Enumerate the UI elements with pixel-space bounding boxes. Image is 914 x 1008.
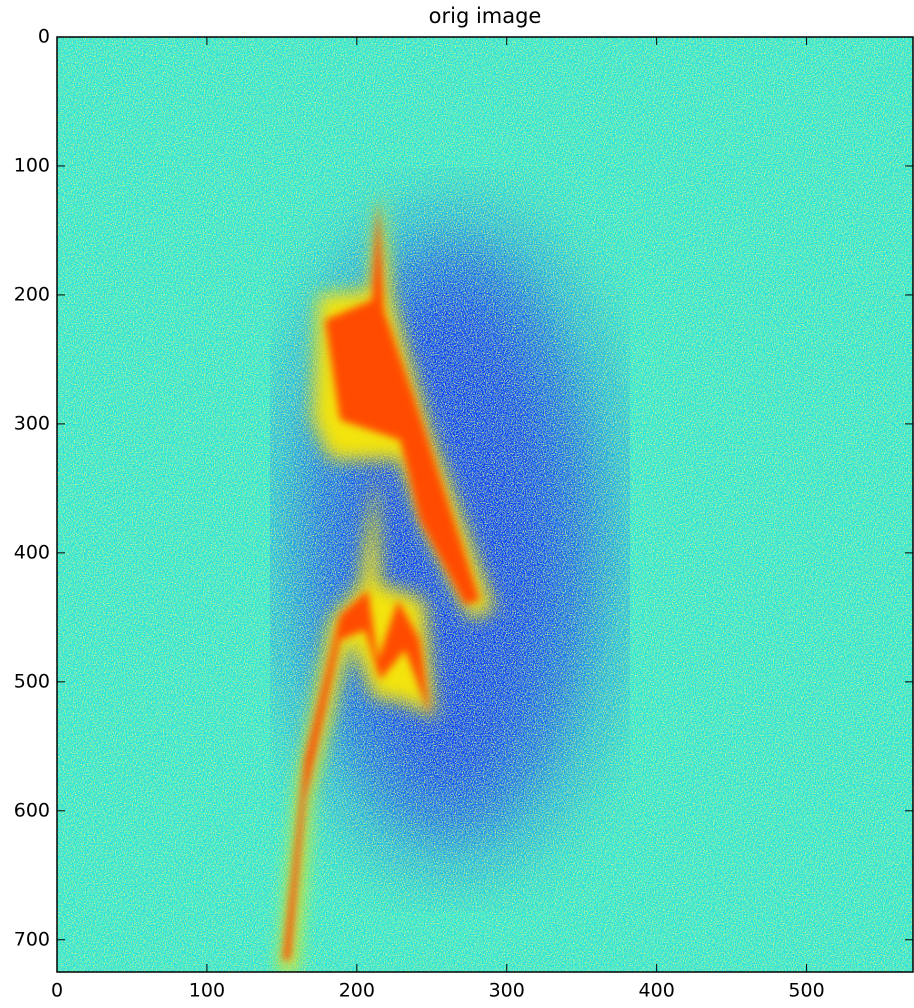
chart-title: orig image: [429, 4, 542, 28]
image-noise: [57, 37, 913, 972]
x-tick-label: 500: [788, 980, 824, 1002]
x-tick-label: 0: [51, 980, 63, 1002]
y-tick-label: 500: [14, 670, 50, 692]
x-tick-label: 200: [339, 980, 375, 1002]
y-tick-label: 100: [14, 154, 50, 176]
image: [57, 37, 913, 975]
y-tick-label: 400: [14, 541, 50, 563]
y-tick-label: 700: [14, 928, 50, 950]
chart: orig image 0 100 200 300 400 500 0 100 200 300 400…: [0, 0, 914, 1008]
x-tick-label: 100: [189, 980, 225, 1002]
y-tick-label: 200: [14, 283, 50, 305]
y-tick-label: 600: [14, 799, 50, 821]
y-tick-label: 300: [14, 412, 50, 434]
x-tick-label: 300: [489, 980, 525, 1002]
y-tick-label: 0: [38, 26, 50, 48]
x-tick-label: 400: [639, 980, 675, 1002]
